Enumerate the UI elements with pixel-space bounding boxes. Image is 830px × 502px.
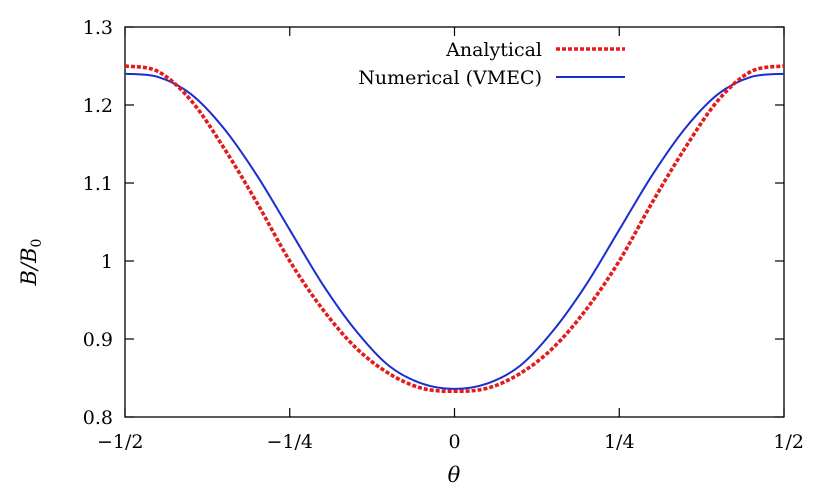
series-line-analytical xyxy=(124,64,785,394)
y-tick-label: 0.8 xyxy=(83,407,113,429)
series-line-numerical-vmec xyxy=(124,72,785,390)
x-tick-label: 1/2 xyxy=(773,431,804,453)
y-tick-label: 1.1 xyxy=(83,173,113,195)
x-tick-label: 0 xyxy=(448,431,460,453)
y-tick-label: 1 xyxy=(101,251,113,273)
series-layer xyxy=(124,64,785,394)
x-tick-label: −1/4 xyxy=(267,431,314,453)
y-tick-label: 1.2 xyxy=(83,95,113,117)
legend-label: Analytical xyxy=(445,39,542,61)
axis-labels: θ B/B0 xyxy=(17,239,461,487)
x-axis-label: θ xyxy=(448,463,461,487)
y-tick-label: 0.9 xyxy=(83,329,113,351)
y-axis-label-main: B/B xyxy=(17,247,41,286)
y-tick-label: 1.3 xyxy=(83,17,113,39)
x-tick-label: −1/2 xyxy=(97,431,144,453)
legend-label: Numerical (VMEC) xyxy=(358,67,542,89)
y-axis-label-group: B/B0 xyxy=(17,239,45,287)
legend: Analytical Numerical (VMEC) xyxy=(358,39,625,89)
y-axis-label-subscript: 0 xyxy=(29,239,45,248)
x-tick-label: 1/4 xyxy=(604,431,635,453)
y-axis-label: B/B0 xyxy=(17,239,45,287)
axes: 0.8 0.9 1 1.1 1.2 1.3 −1/2 −1/4 0 1/4 1/2 xyxy=(83,17,804,453)
